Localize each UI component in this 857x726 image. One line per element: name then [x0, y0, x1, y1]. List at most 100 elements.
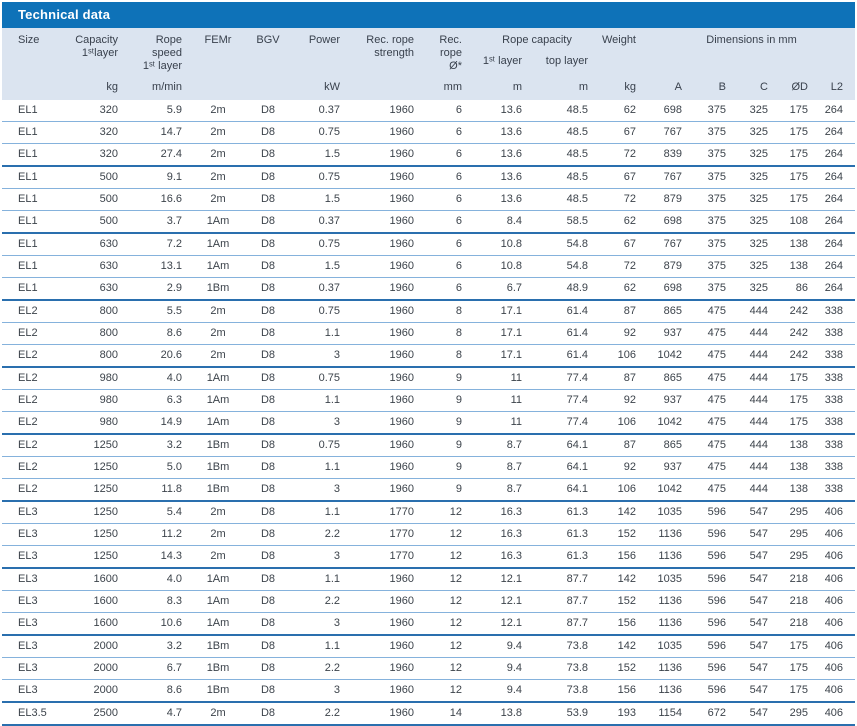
cell-rec-rope-strength: 1960	[352, 635, 426, 658]
cell-bgv: D8	[242, 121, 294, 144]
cell-bgv: D8	[242, 523, 294, 546]
cell-rope-speed: 3.7	[130, 210, 194, 234]
cell-rope-capacity-1st-layer: 13.8	[474, 702, 534, 726]
cell-weight: 142	[600, 568, 648, 591]
cell-weight: 106	[600, 411, 648, 435]
cell-rope-capacity-top-layer: 73.8	[534, 679, 600, 703]
cell-dim-b: 375	[694, 143, 738, 167]
cell-dim-b: 375	[694, 233, 738, 256]
cell-femr: 2m	[194, 143, 242, 167]
table-row: EL1 630 2.9 1Bm D8 0.37 1960 6 6.7 48.9 62 698 375 32…	[2, 277, 856, 301]
table-row: EL3 2000 8.6 1Bm D8 3 1960 12 9.4 73.8 156 1136 596 5…	[2, 679, 856, 703]
cell-rec-rope-dia: 6	[426, 166, 474, 189]
cell-bgv: D8	[242, 300, 294, 323]
cell-dim-l2: 406	[820, 590, 856, 613]
cell-dim-od: 86	[780, 277, 820, 301]
cell-bgv: D8	[242, 702, 294, 726]
cell-dim-b: 475	[694, 456, 738, 479]
cell-power: 1.1	[294, 635, 352, 658]
cell-dim-l2: 264	[820, 255, 856, 278]
cell-capacity: 1250	[62, 523, 130, 546]
cell-power: 1.1	[294, 322, 352, 345]
cell-rec-rope-strength: 1960	[352, 590, 426, 613]
technical-data-table: Size Capacity 1ˢᵗlayer Rope speed 1ˢᵗ la…	[2, 28, 856, 726]
cell-rec-rope-strength: 1960	[352, 702, 426, 726]
cell-power: 0.75	[294, 166, 352, 189]
cell-femr: 1Am	[194, 233, 242, 256]
cell-dim-l2: 406	[820, 657, 856, 680]
cell-rec-rope-dia: 6	[426, 277, 474, 301]
cell-rope-capacity-top-layer: 48.9	[534, 277, 600, 301]
table-row: EL1 320 27.4 2m D8 1.5 1960 6 13.6 48.5 72 839 375 32…	[2, 143, 856, 167]
cell-dim-a: 767	[648, 233, 694, 256]
cell-bgv: D8	[242, 568, 294, 591]
cell-dim-od: 175	[780, 657, 820, 680]
cell-rope-capacity-1st-layer: 17.1	[474, 344, 534, 368]
cell-weight: 62	[600, 210, 648, 234]
cell-dim-l2: 406	[820, 501, 856, 524]
cell-capacity: 1600	[62, 568, 130, 591]
cell-size: EL2	[2, 389, 62, 412]
cell-rope-capacity-1st-layer: 8.7	[474, 456, 534, 479]
cell-rope-capacity-top-layer: 61.4	[534, 322, 600, 345]
cell-rope-speed: 20.6	[130, 344, 194, 368]
cell-rope-speed: 5.5	[130, 300, 194, 323]
cell-rope-speed: 8.3	[130, 590, 194, 613]
cell-rope-capacity-1st-layer: 17.1	[474, 300, 534, 323]
cell-rope-speed: 8.6	[130, 679, 194, 703]
cell-rec-rope-strength: 1770	[352, 523, 426, 546]
cell-femr: 1Bm	[194, 657, 242, 680]
cell-capacity: 800	[62, 322, 130, 345]
cell-weight: 156	[600, 545, 648, 569]
cell-rec-rope-strength: 1960	[352, 121, 426, 144]
cell-capacity: 2000	[62, 679, 130, 703]
cell-dim-l2: 264	[820, 210, 856, 234]
cell-rope-speed: 2.9	[130, 277, 194, 301]
cell-dim-a: 1042	[648, 478, 694, 502]
cell-dim-a: 767	[648, 121, 694, 144]
cell-femr: 1Am	[194, 255, 242, 278]
cell-rope-capacity-top-layer: 61.4	[534, 300, 600, 323]
cell-rope-capacity-top-layer: 54.8	[534, 233, 600, 256]
cell-rec-rope-dia: 12	[426, 612, 474, 636]
cell-dim-od: 175	[780, 188, 820, 211]
cell-capacity: 2000	[62, 657, 130, 680]
cell-dim-c: 444	[738, 478, 780, 502]
unit-rope-capacity-1st-layer: m	[474, 74, 534, 100]
cell-dim-b: 475	[694, 300, 738, 323]
cell-dim-c: 444	[738, 389, 780, 412]
cell-capacity: 500	[62, 210, 130, 234]
cell-rope-capacity-top-layer: 87.7	[534, 612, 600, 636]
cell-dim-c: 444	[738, 434, 780, 457]
cell-dim-c: 547	[738, 501, 780, 524]
table-row: EL2 1250 3.2 1Bm D8 0.75 1960 9 8.7 64.1 87 865 475 4…	[2, 434, 856, 457]
cell-dim-l2: 338	[820, 434, 856, 457]
cell-rec-rope-dia: 9	[426, 478, 474, 502]
cell-weight: 106	[600, 478, 648, 502]
cell-power: 1.5	[294, 143, 352, 167]
cell-dim-c: 325	[738, 121, 780, 144]
cell-weight: 156	[600, 679, 648, 703]
cell-weight: 152	[600, 657, 648, 680]
cell-dim-b: 375	[694, 100, 738, 122]
cell-dim-b: 475	[694, 434, 738, 457]
cell-rope-speed: 7.2	[130, 233, 194, 256]
cell-capacity: 1250	[62, 434, 130, 457]
cell-weight: 193	[600, 702, 648, 726]
cell-dim-b: 475	[694, 389, 738, 412]
cell-rec-rope-dia: 6	[426, 233, 474, 256]
cell-power: 0.75	[294, 367, 352, 390]
cell-size: EL3	[2, 523, 62, 546]
cell-dim-l2: 338	[820, 344, 856, 368]
cell-rope-capacity-top-layer: 73.8	[534, 635, 600, 658]
cell-weight: 67	[600, 233, 648, 256]
cell-rec-rope-dia: 9	[426, 389, 474, 412]
cell-capacity: 1250	[62, 478, 130, 502]
cell-weight: 72	[600, 188, 648, 211]
table-row: EL1 630 13.1 1Am D8 1.5 1960 6 10.8 54.8 72 879 375 3…	[2, 255, 856, 278]
table-row: EL2 1250 5.0 1Bm D8 1.1 1960 9 8.7 64.1 92 937 475 44…	[2, 456, 856, 479]
cell-rec-rope-strength: 1770	[352, 501, 426, 524]
cell-rope-capacity-1st-layer: 8.7	[474, 434, 534, 457]
cell-rec-rope-dia: 9	[426, 411, 474, 435]
cell-rope-capacity-top-layer: 48.5	[534, 166, 600, 189]
